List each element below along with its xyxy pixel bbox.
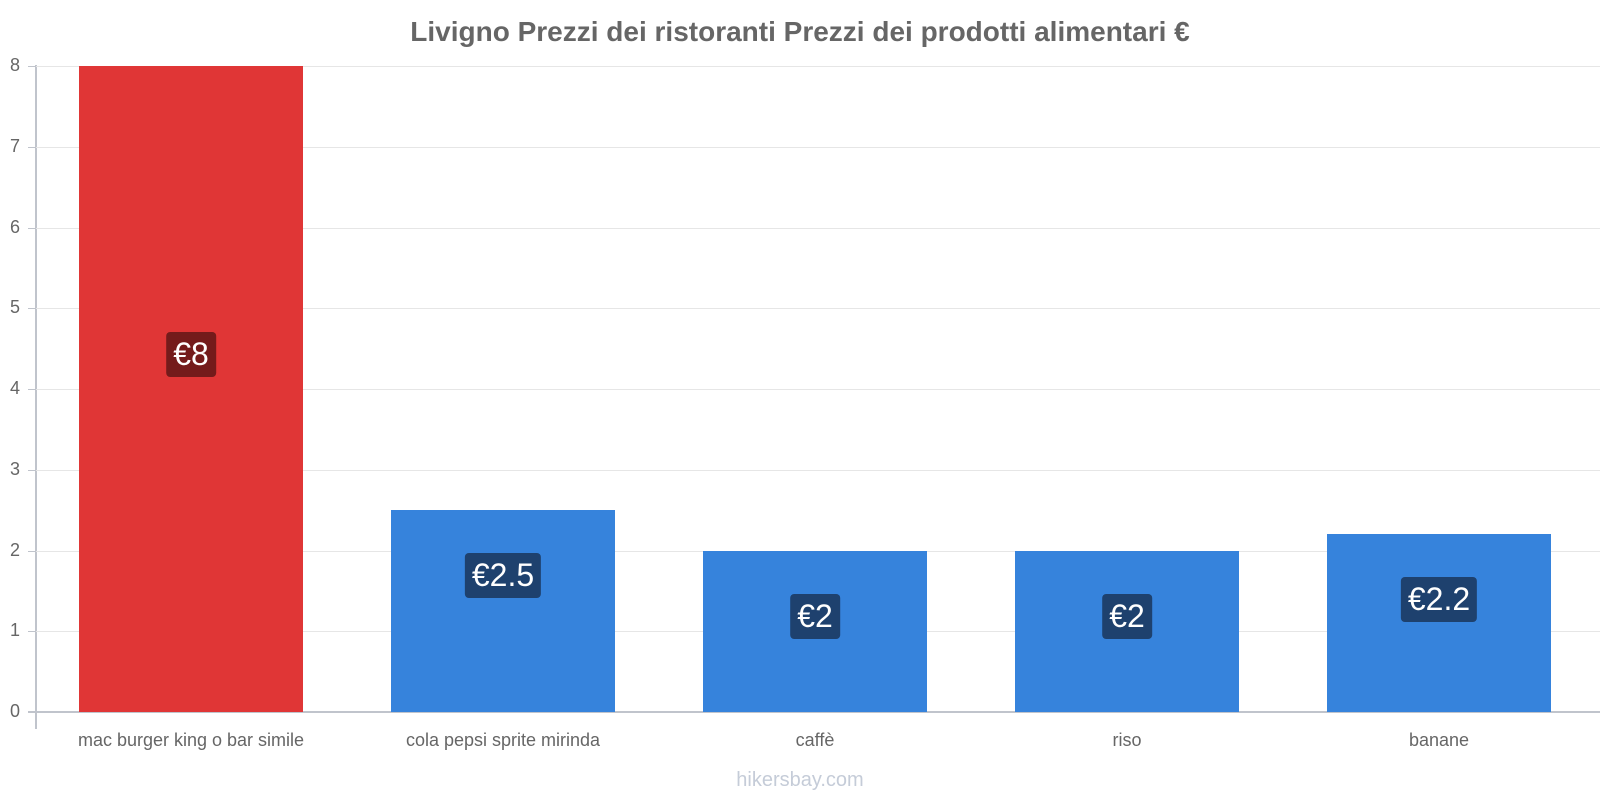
y-axis-line <box>35 65 37 729</box>
gridline <box>36 469 1600 471</box>
x-category-label: riso <box>1112 730 1142 750</box>
y-tick-mark <box>28 66 36 67</box>
y-tick-label: 2 <box>9 539 20 560</box>
y-tick-label: 1 <box>9 620 20 641</box>
y-tick-label: 5 <box>9 297 20 318</box>
y-tick-mark <box>28 631 36 633</box>
y-tick-mark <box>28 389 36 390</box>
bar-value-label: €2 <box>790 593 840 639</box>
gridline <box>36 66 1600 67</box>
y-tick-label: 3 <box>9 458 20 479</box>
watermark: hikersbay.com <box>736 769 864 791</box>
y-tick-label: 4 <box>9 378 20 398</box>
y-tick-mark <box>28 712 36 713</box>
x-category-label: mac burger king o bar simile <box>77 730 305 750</box>
x-category-label: cola pepsi sprite mirinda <box>405 730 601 750</box>
x-axis-line <box>28 711 1600 713</box>
bar-value-label: €8 <box>166 332 216 377</box>
y-tick-label: 0 <box>9 701 20 721</box>
bar-value-label: €2 <box>1102 593 1152 639</box>
bar[interactable] <box>79 66 303 712</box>
gridline <box>36 227 1600 229</box>
gridline <box>36 146 1600 148</box>
bar[interactable] <box>1327 534 1551 712</box>
y-tick-mark <box>28 227 36 229</box>
chart-title: Livigno Prezzi dei ristoranti Prezzi dei… <box>410 16 1190 47</box>
y-tick-mark <box>28 550 36 552</box>
gridline <box>36 308 1600 310</box>
gridline <box>36 389 1600 390</box>
y-tick-label: 7 <box>9 135 20 156</box>
y-tick-mark <box>28 146 36 148</box>
bar[interactable] <box>391 510 615 712</box>
x-category-label: caffè <box>795 730 835 750</box>
bar-value-label: €2.5 <box>464 553 542 599</box>
y-tick-mark <box>28 308 36 310</box>
x-category-label: banane <box>1408 730 1470 750</box>
y-tick-label: 6 <box>9 216 20 237</box>
y-tick-mark <box>28 469 36 471</box>
y-tick-label: 8 <box>9 55 20 75</box>
bar-value-label: €2.2 <box>1400 577 1478 623</box>
